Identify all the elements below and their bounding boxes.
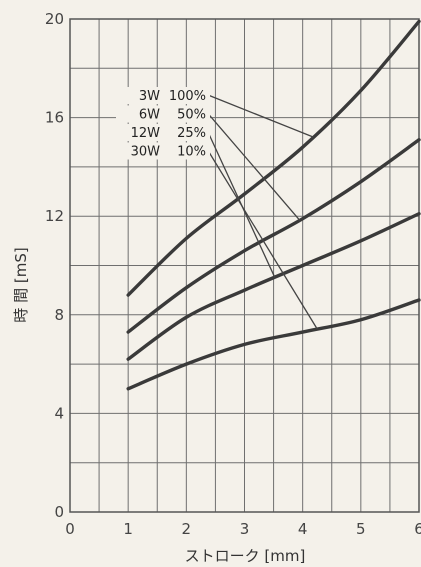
legend-percent-label: 100% — [169, 89, 206, 104]
x-tick-label: 1 — [123, 520, 133, 538]
legend-watt-label: 6W — [139, 108, 160, 123]
legend-row-backdrop — [116, 142, 210, 160]
x-tick-label: 6 — [414, 520, 421, 538]
series-line-4 — [126, 298, 421, 391]
y-axis-label: 時 間 [mS] — [12, 247, 30, 322]
legend-row-backdrop — [116, 105, 210, 123]
x-axis-label: ストローク [mm] — [185, 547, 306, 565]
legend-leader-line — [207, 113, 301, 221]
legend-watt-label: 12W — [131, 126, 161, 141]
legend-percent-label: 50% — [177, 108, 206, 123]
y-tick-label: 8 — [54, 306, 64, 324]
grid — [70, 19, 419, 512]
x-tick-label: 5 — [356, 520, 366, 538]
y-tick-label: 12 — [45, 207, 64, 225]
legend: 3W 100% 6W 50% 12W 25% 30W 10% — [116, 87, 210, 160]
series-group — [126, 19, 421, 391]
series-line-3 — [126, 212, 421, 361]
series-line-2 — [126, 138, 421, 334]
legend-watt-label: 3W — [139, 89, 160, 104]
x-tick-labels: 0 1 2 3 4 5 6 — [65, 520, 421, 538]
x-tick-label: 3 — [240, 520, 250, 538]
y-tick-label: 20 — [45, 10, 64, 28]
series-line-1 — [126, 19, 421, 297]
legend-watt-label: 30W — [131, 145, 161, 160]
legend-leader-lines — [207, 94, 318, 330]
y-tick-labels: 0 4 8 12 16 20 — [45, 10, 64, 521]
legend-leader-line — [207, 150, 318, 330]
legend-leader-line — [207, 94, 314, 138]
y-tick-label: 4 — [54, 404, 64, 422]
x-tick-label: 0 — [65, 520, 75, 538]
x-tick-label: 4 — [298, 520, 308, 538]
legend-row-backdrop — [116, 87, 210, 104]
x-tick-label: 2 — [182, 520, 192, 538]
y-tick-label: 0 — [54, 503, 64, 521]
plot-frame — [69, 18, 420, 513]
legend-percent-label: 25% — [177, 126, 206, 141]
legend-percent-label: 10% — [177, 145, 206, 160]
y-tick-label: 16 — [45, 109, 64, 127]
legend-row-backdrop — [116, 124, 210, 141]
plot-border — [69, 18, 420, 513]
